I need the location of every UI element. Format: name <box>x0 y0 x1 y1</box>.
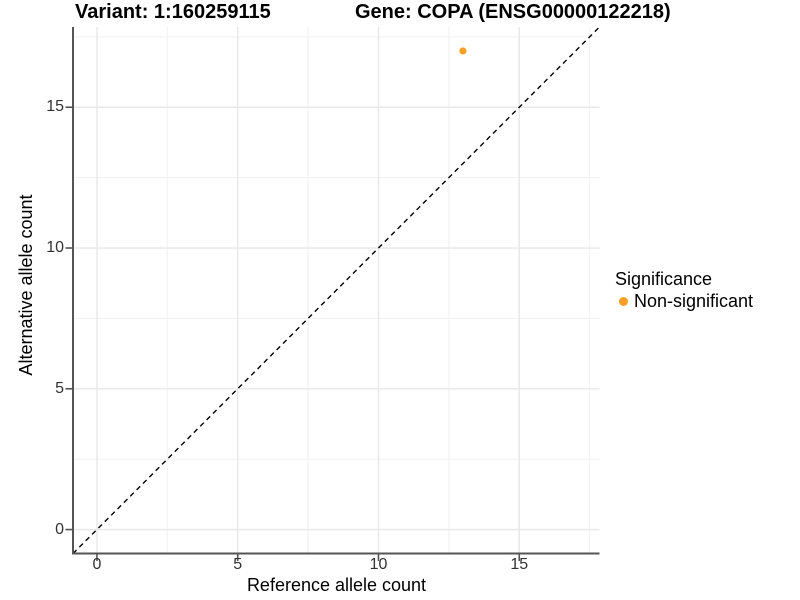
legend-item: Non-significant <box>615 290 800 312</box>
legend-point-swatch <box>619 296 628 306</box>
identity-dashed-line <box>72 26 600 554</box>
y-axis-tick-label: 15 <box>46 98 64 116</box>
x-axis-tick-label: 5 <box>233 556 243 573</box>
x-axis-tick-label: 0 <box>92 556 102 573</box>
y-axis-tick-label: 0 <box>55 520 64 538</box>
x-axis-tick-label: 15 <box>510 556 529 573</box>
y-axis-tick-label: 5 <box>55 379 64 397</box>
plot-title-gene: Gene: COPA (ENSG00000122218) <box>355 1 671 23</box>
y-axis-tick-label: 10 <box>46 239 64 257</box>
legend-item-label: Non-significant <box>634 291 754 311</box>
legend: Significance Non-significant <box>615 268 800 312</box>
plot-title-variant: Variant: 1:160259115 <box>75 1 271 23</box>
x-axis-title: Reference allele count <box>246 575 427 595</box>
x-axis-tick-label: 10 <box>369 556 388 573</box>
legend-title: Significance <box>615 269 713 289</box>
data-point <box>459 47 467 55</box>
